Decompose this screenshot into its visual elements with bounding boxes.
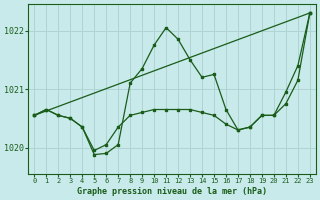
X-axis label: Graphe pression niveau de la mer (hPa): Graphe pression niveau de la mer (hPa) — [77, 187, 267, 196]
